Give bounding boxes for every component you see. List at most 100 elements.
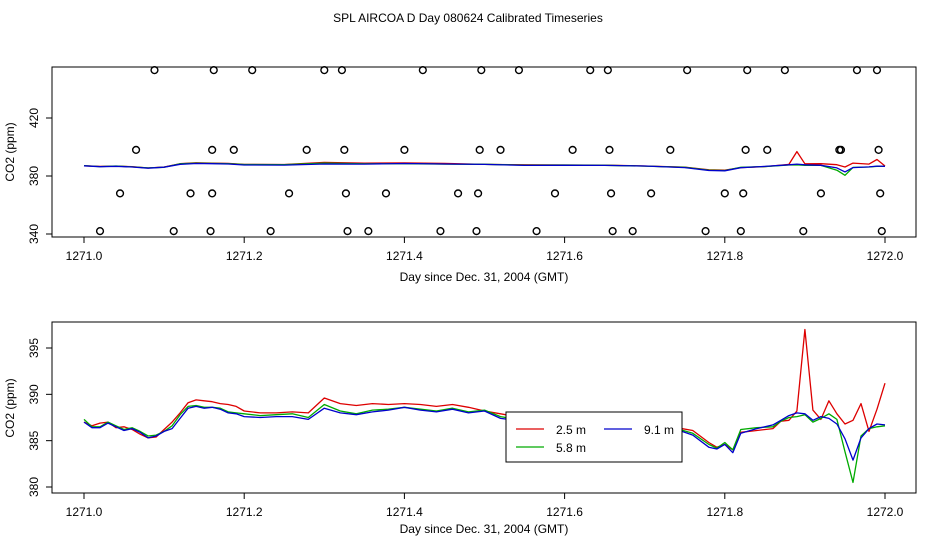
bottom-y-tick-label: 390 <box>27 384 41 404</box>
calibration-point <box>568 145 577 155</box>
calibration-point <box>131 145 141 155</box>
calibration-point <box>206 227 215 236</box>
bottom-x-tick-label: 1271.0 <box>66 505 103 519</box>
calibration-point <box>586 66 595 75</box>
bottom-series-line-2 <box>83 405 886 461</box>
top-x-tick-label: 1271.8 <box>706 249 743 263</box>
top-x-tick-label: 1271.6 <box>546 249 583 263</box>
calibration-point <box>605 145 614 155</box>
top-y-tick-label: 420 <box>27 108 41 128</box>
calibration-point <box>876 189 885 198</box>
legend-label-5-8m: 5.8 m <box>556 441 586 455</box>
calibration-point <box>720 189 729 198</box>
calibration-point <box>496 145 505 155</box>
bottom-y-tick-label: 385 <box>27 430 41 450</box>
bottom-series-lines <box>83 328 886 484</box>
calibration-point <box>208 145 217 155</box>
calibration-point <box>852 66 862 75</box>
bottom-x-tick-label: 1271.8 <box>706 505 743 519</box>
calibration-point <box>364 227 373 236</box>
calibration-point <box>606 189 616 198</box>
legend-label-2-5m: 2.5 m <box>556 423 586 437</box>
bottom-axes: 1271.0 1271.2 1271.4 1271.6 1271.8 1272.0 380 3… <box>27 338 904 519</box>
top-y-tick-label: 380 <box>27 166 41 186</box>
calibration-point <box>169 227 178 236</box>
calibration-point <box>763 145 772 155</box>
bottom-x-tick-label: 1271.6 <box>546 505 583 519</box>
calibration-point <box>739 189 748 198</box>
top-calibration-points <box>95 66 886 236</box>
calibration-point <box>436 227 445 236</box>
calibration-point <box>514 66 524 75</box>
calibration-point <box>337 66 347 75</box>
bottom-y-axis-label: CO2 (ppm) <box>3 378 17 437</box>
calibration-point <box>453 189 463 198</box>
calibration-point <box>647 189 656 198</box>
calibration-point <box>95 227 105 236</box>
calibration-point <box>532 227 541 236</box>
calibration-point <box>475 145 484 155</box>
calibration-point <box>381 189 391 198</box>
calibration-point <box>874 145 883 155</box>
calibration-point <box>208 189 217 198</box>
calibration-point <box>666 145 675 155</box>
top-series-lines <box>83 150 886 176</box>
calibration-point <box>115 189 125 198</box>
calibration-point <box>229 145 238 155</box>
bottom-y-tick-label: 380 <box>27 477 41 497</box>
calibration-point <box>603 66 612 75</box>
calibration-point <box>701 227 710 236</box>
top-x-tick-label: 1271.2 <box>226 249 263 263</box>
calibration-point <box>628 227 637 236</box>
calibration-point <box>150 66 159 75</box>
calibration-point <box>816 189 826 198</box>
top-series-line-2 <box>83 162 886 173</box>
legend-label-9-1m: 9.1 m <box>644 423 674 437</box>
calibration-point <box>302 145 311 155</box>
calibration-point <box>736 227 745 236</box>
top-x-axis-label: Day since Dec. 31, 2004 (GMT) <box>400 270 569 284</box>
calibration-point <box>877 227 886 236</box>
calibration-point <box>872 66 882 75</box>
calibration-point <box>320 66 329 75</box>
top-plot-frame <box>51 66 917 238</box>
top-y-tick-label: 340 <box>27 224 41 244</box>
calibration-point <box>186 189 195 198</box>
calibration-point <box>799 227 808 236</box>
calibration-point <box>341 189 351 198</box>
calibration-point <box>743 66 752 75</box>
calibration-point <box>266 227 275 236</box>
calibration-point <box>343 227 352 236</box>
calibration-point <box>741 145 750 155</box>
top-x-tick-label: 1272.0 <box>867 249 904 263</box>
top-x-tick-label: 1271.4 <box>386 249 423 263</box>
calibration-point <box>473 189 483 198</box>
bottom-panel: 1271.0 1271.2 1271.4 1271.6 1271.8 1272.0 380 3… <box>3 321 917 536</box>
calibration-point <box>550 189 560 198</box>
calibration-point <box>836 145 846 155</box>
top-panel: 1271.0 1271.2 1271.4 1271.6 1271.8 1272.0 340 3… <box>3 66 917 284</box>
bottom-series-line-1 <box>83 403 886 484</box>
top-series-line-0 <box>83 150 886 171</box>
calibration-point <box>472 227 481 236</box>
bottom-y-tick-label: 395 <box>27 338 41 358</box>
top-y-axis-label: CO2 (ppm) <box>3 122 17 181</box>
bottom-series-line-0 <box>83 328 886 451</box>
top-x-tick-label: 1271.0 <box>66 249 103 263</box>
calibration-point <box>418 66 427 75</box>
legend-box <box>505 411 683 463</box>
bottom-plot-frame <box>51 321 917 494</box>
legend: 2.5 m 5.8 m 9.1 m <box>505 411 683 463</box>
top-axes: 1271.0 1271.2 1271.4 1271.6 1271.8 1272.0 340 3… <box>27 108 904 263</box>
bottom-x-axis-label: Day since Dec. 31, 2004 (GMT) <box>400 522 569 536</box>
calibration-point <box>284 189 294 198</box>
bottom-x-tick-label: 1271.2 <box>226 505 263 519</box>
calibration-point <box>608 227 617 236</box>
calibration-point <box>248 66 257 75</box>
calibration-point <box>780 66 789 75</box>
bottom-x-tick-label: 1271.4 <box>386 505 423 519</box>
calibration-point <box>340 145 349 155</box>
calibration-point <box>477 66 486 75</box>
calibration-point <box>209 66 218 75</box>
